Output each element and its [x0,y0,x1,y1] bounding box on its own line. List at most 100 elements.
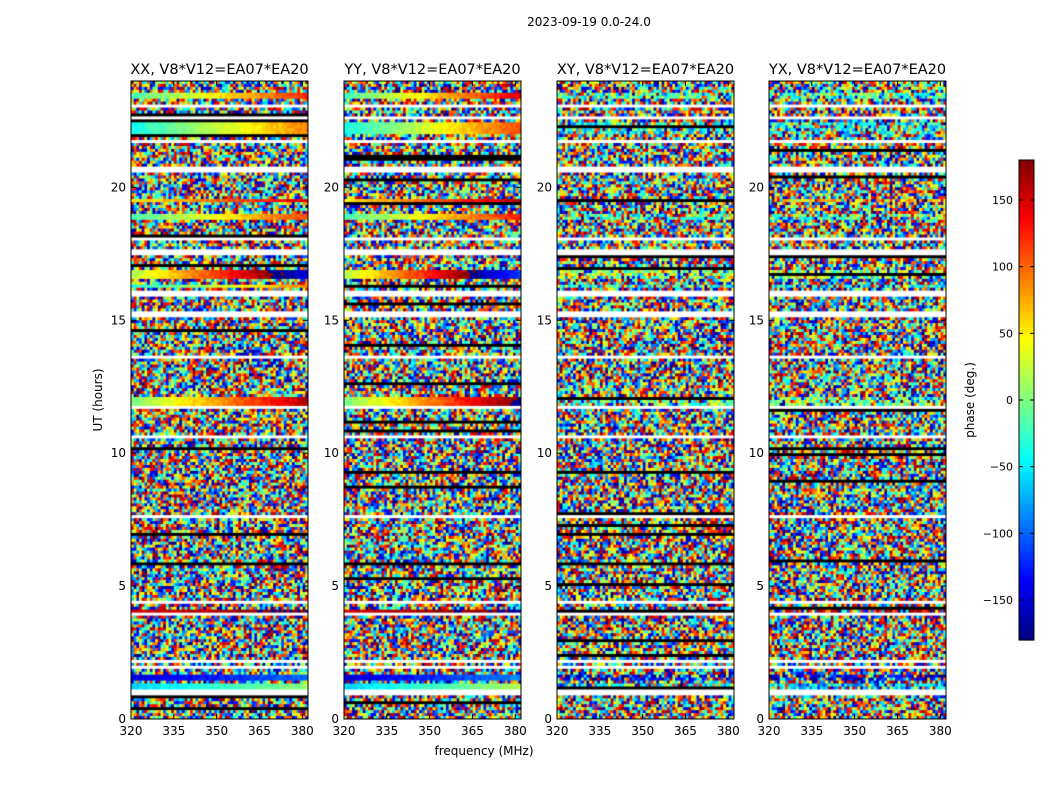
colorbar-segment [1019,292,1034,297]
panel-frame-yy [343,80,522,720]
colorbar-segment [1019,540,1034,545]
x-axis-label: frequency (MHz) [434,744,533,758]
panel-title-yy: YY, V8*V12=EA07*EA20 [343,62,520,78]
y-tick-label: 15 [324,313,339,327]
colorbar-segment [1019,276,1034,281]
colorbar-tick-label: −50 [990,461,1013,474]
colorbar-segment [1019,620,1034,625]
colorbar-segment [1019,184,1034,189]
colorbar-segment [1019,480,1034,485]
phase-colorbar: 150 100 50 0 −50 −100 −150 [983,159,1035,641]
colorbar-segment [1019,384,1034,389]
colorbar-segment [1019,204,1034,209]
colorbar-segment [1019,208,1034,213]
colorbar-segment [1019,200,1034,205]
colorbar-segment [1019,160,1034,165]
colorbar-segment [1019,608,1034,613]
colorbar-segment [1019,220,1034,225]
colorbar-segment [1019,372,1034,377]
colorbar-segment [1019,452,1034,457]
colorbar-segment [1019,616,1034,621]
x-tick-label: 380 [717,724,740,738]
x-tick-label: 380 [291,724,314,738]
colorbar-segment [1019,256,1034,261]
colorbar-segment [1019,192,1034,197]
colorbar-segment [1019,352,1034,357]
colorbar-tick-label: 100 [992,261,1013,274]
panel-title-xx: XX, V8*V12=EA07*EA20 [130,62,308,78]
colorbar-segment [1019,316,1034,321]
colorbar-segment [1019,172,1034,177]
colorbar-segment [1019,476,1034,481]
panel-xx: XX, V8*V12=EA07*EA20 320 335 350 365 380 0 5 10 1… [111,62,314,738]
colorbar-segment [1019,584,1034,589]
colorbar-segment [1019,548,1034,553]
colorbar-segment [1019,368,1034,373]
colorbar-segment [1019,180,1034,185]
colorbar-segment [1019,432,1034,437]
colorbar-segment [1019,236,1034,241]
x-tick-label: 350 [418,724,441,738]
colorbar-segment [1019,588,1034,593]
colorbar-segment [1019,288,1034,293]
colorbar-segment [1019,556,1034,561]
colorbar-segment [1019,636,1034,641]
colorbar-segment [1019,176,1034,181]
heatmap-image-xx [131,81,308,719]
x-tick-label: 380 [504,724,527,738]
colorbar-segment [1019,468,1034,473]
y-axis-label: UT (hours) [91,368,105,431]
colorbar-segment [1019,572,1034,577]
y-tick-label: 5 [544,579,552,593]
colorbar-segment [1019,380,1034,385]
colorbar-segment [1019,436,1034,441]
x-tick-label: 350 [205,724,228,738]
colorbar-segment [1019,212,1034,217]
x-tick-label: 365 [248,724,271,738]
colorbar-segment [1019,440,1034,445]
colorbar-segment [1019,576,1034,581]
y-tick-label: 0 [118,712,126,726]
x-tick-label: 335 [162,724,185,738]
colorbar-segment [1019,360,1034,365]
colorbar-segment [1019,496,1034,501]
colorbar-segment [1019,532,1034,537]
colorbar-segment [1019,536,1034,541]
heatmap-image-yy [344,81,521,719]
colorbar-segment [1019,428,1034,433]
y-tick-label: 15 [749,313,764,327]
colorbar-segment [1019,628,1034,633]
heatmap-panels: XX, V8*V12=EA07*EA20 320 335 350 365 380 0 5 10 1… [111,62,952,738]
colorbar-segment [1019,296,1034,301]
y-tick-label: 10 [749,446,764,460]
colorbar-segment [1019,364,1034,369]
colorbar-segment [1019,456,1034,461]
colorbar-segment [1019,336,1034,341]
colorbar-segment [1019,284,1034,289]
y-tick-label: 5 [756,579,764,593]
x-tick-label: 335 [375,724,398,738]
colorbar-segment [1019,320,1034,325]
colorbar-segment [1019,228,1034,233]
colorbar-segment [1019,260,1034,265]
x-tick-label: 335 [800,724,823,738]
figure-title: 2023-09-19 0.0-24.0 [527,15,651,29]
y-tick-label: 20 [324,180,339,194]
colorbar-segment [1019,504,1034,509]
x-tick-label: 380 [929,724,952,738]
x-tick-label: 320 [120,724,143,738]
panel-title-yx: YX, V8*V12=EA07*EA20 [768,62,946,78]
colorbar-segment [1019,596,1034,601]
colorbar-segment [1019,340,1034,345]
x-tick-label: 320 [333,724,356,738]
colorbar-segment [1019,300,1034,305]
colorbar-segment [1019,604,1034,609]
colorbar-segment [1019,516,1034,521]
colorbar-segment [1019,268,1034,273]
y-tick-label: 0 [544,712,552,726]
colorbar-segment [1019,520,1034,525]
colorbar-segment [1019,388,1034,393]
colorbar-segment [1019,196,1034,201]
x-tick-label: 365 [886,724,909,738]
colorbar-segment [1019,400,1034,405]
